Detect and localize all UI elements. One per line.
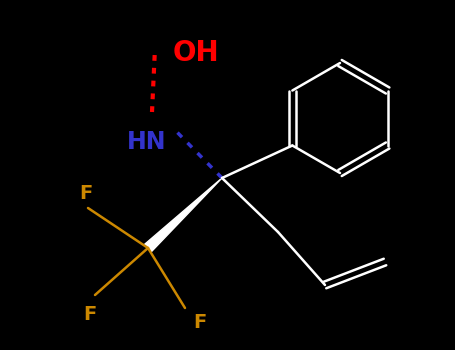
Text: F: F	[79, 184, 93, 203]
Polygon shape	[145, 178, 222, 252]
Text: F: F	[193, 313, 206, 332]
Text: HN: HN	[127, 130, 167, 154]
Text: F: F	[83, 305, 96, 324]
Text: OH: OH	[173, 39, 220, 67]
